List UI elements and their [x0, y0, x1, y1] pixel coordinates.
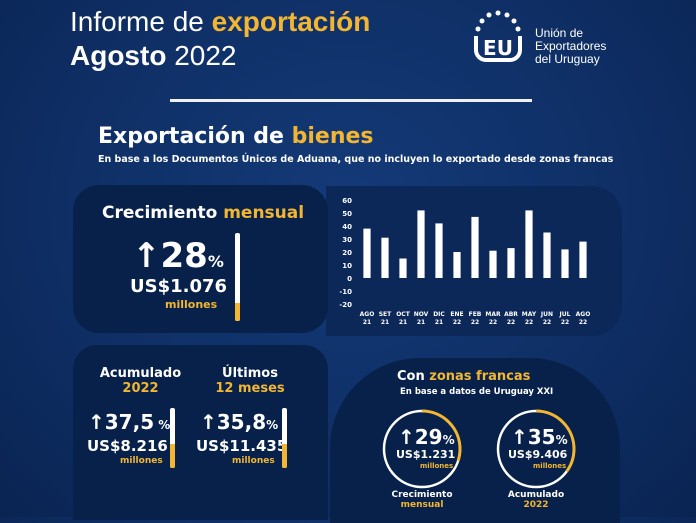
chart-bar [399, 258, 407, 278]
y-tick-label: 40 [342, 223, 352, 231]
fz-accumulated-label: Acumulado 2022 [507, 490, 565, 510]
x-tick-label: DIC [433, 311, 445, 318]
last12-pct: ↑35,8% [200, 410, 279, 434]
org-name: Unión de Exportadores del Uruguay [535, 26, 607, 66]
x-tick-label: 21 [381, 319, 389, 326]
accumulated-unit: millones [120, 456, 163, 466]
chart-bar [435, 223, 443, 278]
y-tick-label: 20 [342, 249, 352, 257]
x-tick-label: MAR [485, 311, 501, 318]
logo-lettering: EU [483, 36, 513, 60]
x-tick-label: 22 [453, 319, 461, 326]
last12-progress-bar [282, 408, 287, 468]
x-tick-label: 22 [471, 319, 479, 326]
monthly-unit: millones [165, 298, 218, 311]
chart-bar [417, 210, 425, 278]
fz-accumulated-unit: millones [533, 462, 567, 470]
y-tick-label: 30 [342, 236, 352, 244]
free-zones-subtitle: En base a datos de Uruguay XXI [400, 387, 554, 397]
chart-bar [453, 252, 461, 278]
accumulated-value: US$8.216 [87, 437, 168, 455]
fz-accumulated-ring [496, 409, 576, 489]
accumulated-pct: ↑37,5 % [88, 410, 171, 434]
x-tick-label: ENE [450, 311, 463, 318]
chart-bar [561, 249, 569, 278]
fz-monthly-ring-fill [382, 409, 462, 489]
chart-bar [525, 210, 533, 278]
chart-bar [381, 237, 389, 278]
fz-monthly-label: Crecimiento mensual [391, 490, 453, 510]
last12-unit: millones [232, 456, 275, 466]
fz-accumulated-pct: ↑35% [511, 425, 568, 449]
y-tick-label: -10 [339, 288, 352, 296]
section-title: Exportación de bienes [98, 124, 374, 149]
monthly-panel [73, 185, 328, 333]
monthly-progress-fill [235, 303, 240, 321]
fz-accumulated-value: US$9.406 [508, 448, 568, 461]
x-tick-label: JUN [540, 311, 553, 318]
chart-bar [507, 248, 515, 278]
accumulated-progress-bar [170, 408, 175, 468]
chart-bar [579, 241, 587, 278]
header-divider [170, 99, 532, 102]
monthly-growth-pct: ↑28% [132, 236, 224, 276]
x-tick-label: 22 [543, 319, 551, 326]
x-tick-label: AGO [360, 311, 375, 318]
y-tick-label: 0 [347, 275, 352, 283]
x-tick-label: 21 [435, 319, 443, 326]
monthly-growth-label: Crecimiento mensual [102, 203, 305, 223]
report-period: Agosto 2022 [70, 40, 237, 71]
x-tick-label: AGO [576, 311, 591, 318]
fz-monthly-unit: millones [420, 462, 454, 470]
chart-bar [489, 250, 497, 278]
y-tick-label: 60 [342, 197, 352, 205]
x-tick-label: FEB [469, 311, 482, 318]
x-tick-label: JUL [559, 311, 571, 318]
y-tick-label: 50 [342, 210, 352, 218]
section-subtitle: En base a los Documentos Únicos de Aduan… [98, 154, 614, 165]
report-title: Informe de exportación [70, 6, 371, 37]
free-zones-title: Con zonas francas [397, 369, 531, 384]
monthly-value: US$1.076 [130, 276, 228, 297]
x-tick-label: NOV [414, 311, 429, 318]
last12-progress-fill [282, 444, 287, 468]
x-tick-label: 22 [507, 319, 515, 326]
x-tick-label: MAY [522, 311, 537, 318]
org-logo: EU [474, 10, 522, 62]
fz-monthly-ring [382, 409, 462, 489]
x-tick-label: 21 [399, 319, 407, 326]
x-tick-label: 22 [579, 319, 587, 326]
x-tick-label: ABR [504, 311, 518, 318]
x-tick-label: 22 [561, 319, 569, 326]
chart-bar [471, 216, 479, 278]
x-tick-label: 22 [489, 319, 497, 326]
chart-bar [363, 228, 371, 278]
chart-bar [543, 232, 551, 278]
y-tick-label: 10 [342, 262, 352, 270]
x-tick-label: 21 [417, 319, 425, 326]
fz-monthly-pct: ↑29% [398, 425, 455, 449]
fz-monthly-value: US$1.231 [396, 448, 456, 461]
accumulated-label: Acumulado 2022 [99, 366, 182, 396]
fz-accumulated-ring-fill [496, 409, 576, 489]
monthly-progress-bar [235, 233, 240, 321]
x-tick-label: 22 [525, 319, 533, 326]
last12-value: US$11.435 [196, 437, 288, 455]
x-tick-label: 21 [363, 319, 371, 326]
accumulated-progress-fill [170, 444, 175, 468]
x-tick-label: OCT [396, 311, 411, 318]
x-tick-label: SET [379, 311, 392, 318]
monthly-exports-chart: 6050403020100-10-20AGO21SET21OCT21NOV21D… [339, 197, 591, 326]
last12-label: Últimos 12 meses [215, 366, 285, 396]
y-tick-label: -20 [339, 301, 352, 309]
